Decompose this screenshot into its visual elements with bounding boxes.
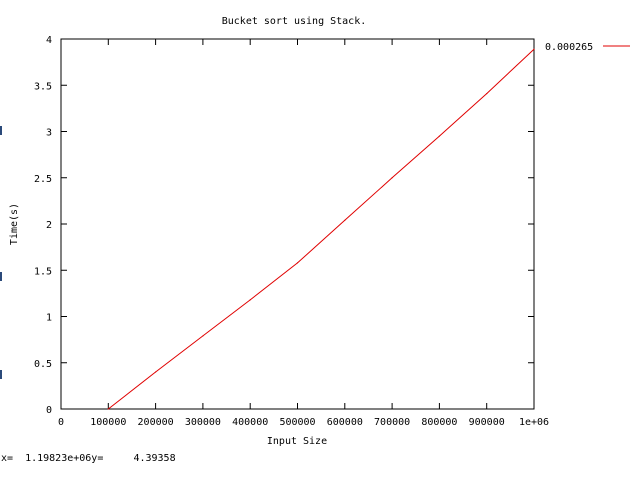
data-point [486, 92, 488, 95]
x-tick-label: 900000 [469, 417, 505, 428]
series-line [107, 48, 535, 410]
x-axis-ticks: 0 100000 200000 300000 400000 500000 600000 700… [58, 39, 549, 428]
y-tick-label: 3.5 [34, 81, 52, 92]
y-tick-label: 2 [46, 220, 52, 231]
x-tick-label: 600000 [327, 417, 363, 428]
x-tick-label: 300000 [185, 417, 221, 428]
data-point [249, 299, 251, 301]
x-tick-label: 500000 [279, 417, 315, 428]
chart-title: Bucket sort using Stack. [222, 16, 367, 27]
plot-frame [60, 38, 535, 410]
status-bar: x= 1.19823e+06y= 4.39358 [0, 452, 643, 468]
x-tick-label: 800000 [421, 417, 457, 428]
y-tick-label: 0.5 [34, 359, 52, 370]
y-axis-label: Time(s) [9, 203, 20, 245]
y-tick-label: 3 [46, 128, 52, 139]
x-axis-label: Input Size [267, 436, 327, 447]
y-tick-label: 1 [46, 313, 52, 324]
legend: 0.000265 [545, 42, 630, 53]
data-point [296, 262, 299, 264]
data-point [202, 335, 204, 337]
x-tick-label: 1e+06 [519, 417, 549, 428]
data-point [344, 219, 346, 221]
data-point [533, 48, 535, 50]
x-tick-label: 0 [58, 417, 64, 428]
legend-label: 0.000265 [545, 42, 593, 53]
plot-window: Bucket sort using Stack. 0 100000 200000 30… [0, 16, 643, 468]
window-edge-mark [0, 126, 2, 135]
series-layer [107, 48, 535, 410]
y-tick-label: 0 [46, 405, 52, 416]
x-tick-label: 100000 [90, 417, 126, 428]
y-tick-label: 1.5 [34, 266, 52, 277]
data-point [438, 135, 440, 137]
data-point [155, 371, 157, 373]
window-edge-mark [0, 370, 2, 379]
data-point [391, 177, 393, 179]
data-point [107, 408, 109, 410]
window-edge-mark [0, 272, 2, 281]
x-tick-label: 200000 [138, 417, 174, 428]
y-tick-label: 4 [46, 35, 52, 46]
cursor-coordinates: x= 1.19823e+06y= 4.39358 [1, 453, 176, 464]
y-tick-label: 2.5 [34, 174, 52, 185]
y-axis-ticks: 0 0.5 1 1.5 2 2.5 3 3.5 4 [34, 35, 534, 416]
x-tick-label: 400000 [232, 417, 268, 428]
x-tick-label: 700000 [374, 417, 410, 428]
chart: Bucket sort using Stack. 0 100000 200000 30… [9, 16, 630, 447]
